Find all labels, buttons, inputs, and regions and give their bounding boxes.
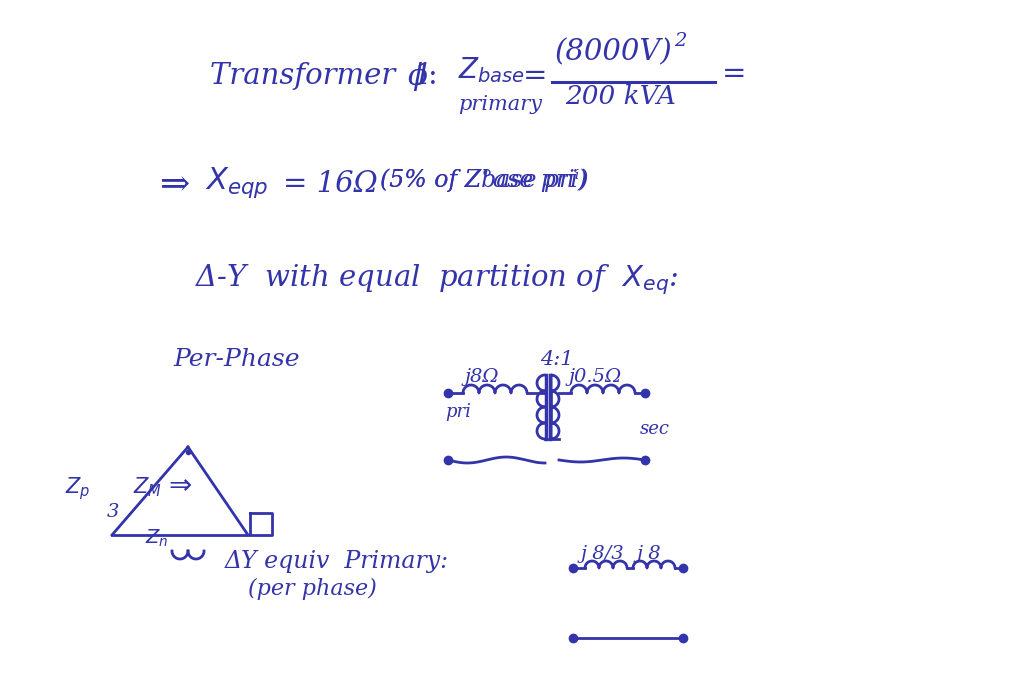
Text: j8Ω: j8Ω — [465, 368, 500, 386]
Text: (per phase): (per phase) — [248, 578, 377, 600]
Text: 2: 2 — [674, 32, 686, 50]
Text: pri: pri — [445, 403, 471, 421]
Text: Δ-Y  with equal  partition of  $X_{eq}$:: Δ-Y with equal partition of $X_{eq}$: — [195, 262, 679, 297]
Text: (5% of Z°ase priⁱ): (5% of Z°ase priⁱ) — [380, 168, 589, 192]
Text: ⇒: ⇒ — [160, 168, 190, 202]
Text: $Z_p$: $Z_p$ — [65, 475, 90, 502]
Text: 4:1: 4:1 — [540, 350, 573, 369]
Text: 3: 3 — [106, 503, 120, 521]
Text: 200 kVA: 200 kVA — [565, 84, 676, 109]
Text: (5% of Zbase pri): (5% of Zbase pri) — [380, 168, 587, 192]
Text: $Z_M$: $Z_M$ — [133, 475, 162, 499]
Text: = 16Ω: = 16Ω — [283, 170, 378, 198]
Text: $Z_n$: $Z_n$ — [145, 528, 169, 549]
Text: Transformer  1: Transformer 1 — [210, 62, 432, 90]
Text: (8000V): (8000V) — [555, 38, 673, 66]
Text: :: : — [428, 62, 437, 90]
Text: j 8/3: j 8/3 — [581, 545, 625, 563]
Text: j 8: j 8 — [637, 545, 662, 563]
Text: sec: sec — [640, 420, 670, 438]
Text: $Z_{base}$: $Z_{base}$ — [458, 55, 525, 85]
Text: =: = — [722, 60, 746, 88]
Text: primary: primary — [458, 95, 542, 114]
Text: ⇒: ⇒ — [168, 472, 191, 500]
Text: ϕ: ϕ — [408, 62, 428, 91]
Text: =: = — [523, 62, 548, 90]
Text: j0.5Ω: j0.5Ω — [569, 368, 623, 386]
Text: Per-Phase: Per-Phase — [173, 348, 299, 371]
Text: ΔY equiv  Primary:: ΔY equiv Primary: — [225, 550, 450, 573]
Text: $X_{eqp}$: $X_{eqp}$ — [205, 165, 268, 200]
